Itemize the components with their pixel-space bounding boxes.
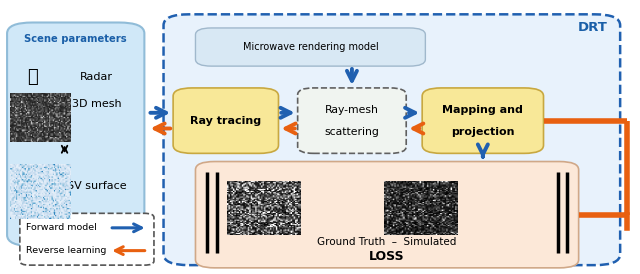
Text: DRT: DRT	[577, 21, 607, 35]
FancyBboxPatch shape	[298, 88, 406, 153]
FancyBboxPatch shape	[7, 22, 145, 246]
Text: 📡: 📡	[28, 68, 38, 86]
Text: Microwave rendering model: Microwave rendering model	[243, 42, 378, 52]
Text: Radar: Radar	[80, 72, 113, 82]
FancyBboxPatch shape	[164, 14, 620, 265]
FancyBboxPatch shape	[173, 88, 278, 153]
Text: Forward model: Forward model	[26, 223, 97, 232]
Text: Ray-mesh: Ray-mesh	[325, 105, 379, 115]
FancyBboxPatch shape	[195, 162, 579, 268]
FancyBboxPatch shape	[195, 28, 426, 66]
Text: 3D mesh: 3D mesh	[72, 99, 122, 109]
Text: Mapping and: Mapping and	[442, 105, 524, 115]
Text: Reverse learning: Reverse learning	[26, 246, 107, 255]
Text: scattering: scattering	[324, 127, 380, 136]
Text: LOSS: LOSS	[369, 250, 405, 263]
Text: projection: projection	[451, 127, 515, 136]
Text: Ground Truth  –  Simulated: Ground Truth – Simulated	[317, 237, 457, 247]
FancyBboxPatch shape	[422, 88, 543, 153]
Text: Ray tracing: Ray tracing	[190, 116, 261, 126]
Text: SV surface: SV surface	[67, 181, 126, 191]
Text: Scene parameters: Scene parameters	[24, 34, 127, 44]
FancyBboxPatch shape	[20, 213, 154, 265]
